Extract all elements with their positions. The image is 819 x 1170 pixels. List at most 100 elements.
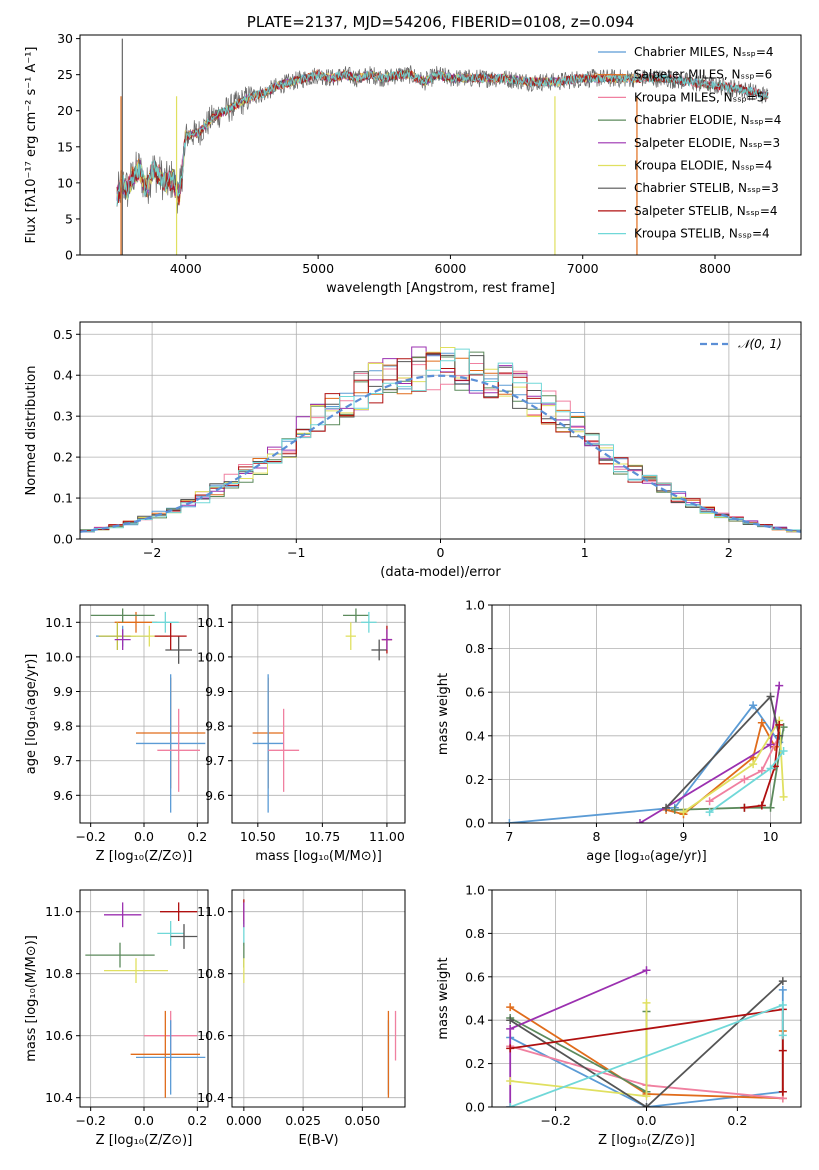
x-axis-label: mass [log₁₀(M/M⊙)] bbox=[255, 849, 382, 864]
errorbar-point-0 bbox=[343, 608, 369, 623]
x-axis-label: E(B-V) bbox=[298, 1133, 338, 1148]
y-tick-label-0: 9.6 bbox=[205, 788, 225, 803]
x-axis-label: (data-model)/error bbox=[380, 565, 501, 580]
y-tick-label-0: 0.0 bbox=[465, 816, 485, 831]
x-tick-label-2: 9 bbox=[680, 829, 688, 844]
plot-frame bbox=[491, 889, 802, 1108]
mass-weight-line-1 bbox=[665, 720, 776, 816]
chart-title: PLATE=2137, MJD=54206, FIBERID=0108, z=0… bbox=[247, 13, 634, 31]
mass-weight-marker-5-0 bbox=[506, 1076, 515, 1085]
errorbar-point-7 bbox=[252, 674, 284, 813]
axes-panel-2: −0.2 0.0 0.2 9.6 9.7 9.8 9.9 10.0 10.1 Z [log₁₀(Z… bbox=[24, 604, 209, 864]
errorbar-point-3 bbox=[371, 639, 387, 661]
x-tick-label-2: 0 bbox=[437, 545, 445, 560]
x-tick-label-2: 0.2 bbox=[187, 829, 207, 844]
y-tick-label-1: 0.2 bbox=[465, 772, 485, 787]
legend-label-6: Chabrier STELIB, Nₛₛₚ=3 bbox=[634, 181, 779, 195]
errorbar-point-7 bbox=[154, 622, 187, 650]
y-tick-label-2: 0.2 bbox=[53, 450, 73, 465]
axes-panel-1: −2 −1 0 1 2 0.0 0.1 0.2 0.3 0.4 0.5 (data-model)/er… bbox=[24, 321, 802, 580]
y-tick-label-4: 0.8 bbox=[465, 926, 485, 941]
axes-panel-7: −0.2 0.0 0.2 0.0 0.2 0.4 0.6 0.8 1.0 Z [log₁₀(Z/Z… bbox=[436, 883, 802, 1148]
x-tick-label-0: 0.000 bbox=[226, 1113, 262, 1128]
y-tick-label-3: 0.6 bbox=[465, 969, 485, 984]
mass-weight-marker-0-3 bbox=[778, 985, 787, 994]
y-tick-label-3: 11.0 bbox=[45, 904, 73, 919]
mass-weight-marker-1-3 bbox=[757, 718, 766, 727]
mass-weight-marker-8-0 bbox=[506, 1103, 515, 1107]
mass-weight-marker-7-2 bbox=[778, 1046, 787, 1055]
mass-weight-marker-8-1 bbox=[766, 764, 775, 773]
legend-label-7: Salpeter STELIB, Nₛₛₚ=4 bbox=[634, 204, 778, 218]
mass-weight-marker-4-0 bbox=[635, 819, 644, 823]
mass-weight-marker-5-1 bbox=[749, 760, 758, 769]
x-tick-label-2: 11.00 bbox=[369, 829, 405, 844]
x-axis-label: wavelength [Angstrom, rest frame] bbox=[326, 281, 555, 296]
legend: 𝒩(0, 1) bbox=[700, 337, 782, 351]
mass-weight-marker-6-1 bbox=[642, 1103, 651, 1107]
y-tick-label-1: 0.1 bbox=[53, 491, 73, 506]
y-tick-label-3: 9.9 bbox=[53, 684, 73, 699]
errorbar-point-2 bbox=[104, 958, 168, 983]
y-tick-label-0: 10.4 bbox=[197, 1090, 225, 1105]
x-tick-label-1: 0.0 bbox=[637, 1113, 657, 1128]
normal-reference-curve bbox=[80, 374, 801, 533]
x-axis-label: Z [log₁₀(Z/Z⊙)] bbox=[96, 1133, 193, 1148]
mass-weight-marker-6-1 bbox=[766, 692, 775, 701]
errorbar-point-5 bbox=[170, 924, 198, 949]
mass-weight-marker-7-3 bbox=[778, 1087, 787, 1096]
y-tick-label-1: 0.2 bbox=[465, 1056, 485, 1071]
x-axis-label: age [log₁₀(age/yr)] bbox=[586, 849, 707, 864]
y-axis-label: Normed distribution bbox=[24, 366, 39, 496]
errorbar-point-7 bbox=[130, 1010, 200, 1098]
x-tick-label-1: 10.75 bbox=[304, 829, 340, 844]
mass-weight-line-6 bbox=[509, 980, 784, 1107]
mass-weight-marker-5-3 bbox=[779, 792, 788, 801]
errorbar-point-3 bbox=[160, 902, 198, 921]
y-tick-label-5: 1.0 bbox=[465, 883, 485, 898]
errorbar-point-4 bbox=[114, 629, 131, 650]
data-spectrum bbox=[116, 65, 769, 214]
x-tick-label-2: 0.050 bbox=[344, 1113, 380, 1128]
model-line-8 bbox=[116, 69, 769, 206]
y-tick-label-2: 9.8 bbox=[53, 719, 73, 734]
y-tick-label-5: 10.1 bbox=[45, 615, 73, 630]
mass-weight-marker-7-0 bbox=[506, 1044, 515, 1053]
y-tick-label-0: 0 bbox=[65, 248, 73, 263]
mass-weight-marker-4-2 bbox=[642, 966, 651, 975]
plot-frame bbox=[79, 889, 209, 1108]
errorbar-point-4 bbox=[157, 921, 184, 946]
errorbar-point-2 bbox=[361, 611, 377, 633]
x-tick-label-0: 10.50 bbox=[240, 829, 276, 844]
mass-weight-line-6 bbox=[665, 694, 781, 809]
plot-frame bbox=[79, 321, 802, 540]
x-tick-label-0: −0.2 bbox=[75, 1113, 105, 1128]
x-tick-label-1: 0.0 bbox=[134, 1113, 154, 1128]
y-tick-label-4: 0.4 bbox=[53, 368, 73, 383]
x-tick-label-4: 2 bbox=[725, 545, 733, 560]
y-tick-label-3: 9.9 bbox=[205, 684, 225, 699]
legend-label-5: Kroupa ELODIE, Nₛₛₚ=4 bbox=[634, 159, 772, 173]
errorbar-point-1 bbox=[85, 942, 155, 968]
legend: Chabrier MILES, Nₛₛₚ=4 Salpeter MILES, Nₛ… bbox=[598, 45, 781, 241]
x-tick-label-0: 4000 bbox=[170, 261, 202, 276]
axes-panel-6: 0.000 0.025 0.050 10.4 10.6 10.8 11.0 E(B-V) bbox=[197, 889, 406, 1148]
mass-weight-marker-4-1 bbox=[766, 740, 775, 749]
mass-weight-marker-3-0 bbox=[670, 805, 679, 814]
legend-label-3: Chabrier ELODIE, Nₛₛₚ=4 bbox=[634, 113, 781, 127]
y-tick-label-5: 0.5 bbox=[53, 327, 73, 342]
mass-weight-marker-6-0 bbox=[506, 1016, 515, 1025]
mass-weight-marker-2-2 bbox=[757, 766, 766, 775]
mass-weight-marker-8-0 bbox=[705, 808, 714, 817]
mass-weight-marker-5-2 bbox=[642, 998, 651, 1007]
mass-weight-marker-8-2 bbox=[779, 747, 788, 756]
histogram-step-5 bbox=[80, 347, 801, 533]
plot-frame bbox=[231, 889, 406, 1108]
x-tick-label-3: 7000 bbox=[567, 261, 599, 276]
y-tick-label-1: 10.6 bbox=[197, 1028, 225, 1043]
plot-frame bbox=[231, 604, 406, 824]
y-tick-label-0: 0.0 bbox=[465, 1100, 485, 1115]
y-tick-label-4: 20 bbox=[57, 103, 73, 118]
mass-weight-marker-0-0 bbox=[505, 819, 514, 823]
legend-label: 𝒩(0, 1) bbox=[738, 337, 782, 351]
